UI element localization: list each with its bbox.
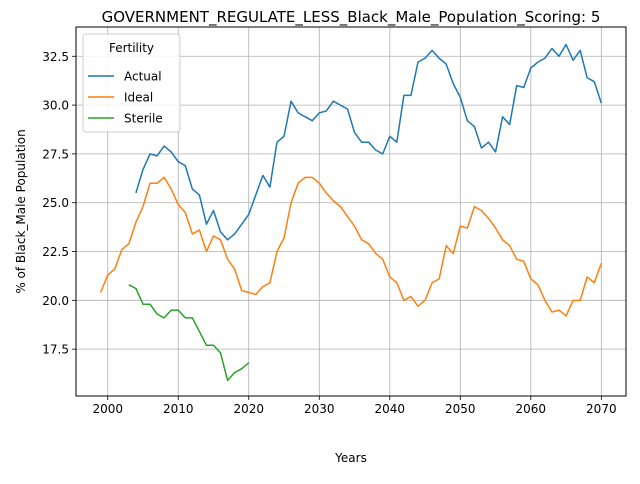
- axis-ticks: 2000 2010 2020 2030 2040 2050 2060 2070 17.5 20.0…: [42, 50, 616, 416]
- y-tick-label: 30.0: [42, 99, 69, 113]
- legend-entries: Actual Ideal Sterile: [88, 70, 163, 126]
- series-line-ideal: [99, 176, 603, 317]
- chart-title: GOVERNMENT_REGULATE_LESS_Black_Male_Popu…: [102, 8, 601, 27]
- y-tick-label: 17.5: [42, 343, 69, 357]
- legend-title: Fertility: [109, 41, 154, 55]
- legend-label-sterile: Sterile: [124, 112, 163, 126]
- x-tick-label: 2010: [163, 402, 194, 416]
- grid: [76, 27, 626, 396]
- y-tick-label: 27.5: [42, 147, 69, 161]
- legend: Fertility Actual Ideal Sterile: [82, 33, 181, 133]
- x-tick-label: 2050: [445, 402, 476, 416]
- plot-frame: [75, 26, 627, 397]
- y-tick-label: 22.5: [42, 245, 69, 259]
- series-lines: [99, 43, 603, 382]
- y-tick-label: 32.5: [42, 50, 69, 64]
- y-axis-label: % of Black_Male Population: [14, 129, 28, 293]
- legend-box: [82, 33, 181, 133]
- x-tick-label: 2030: [304, 402, 335, 416]
- series-line-sterile: [128, 284, 250, 382]
- y-tick-label: 20.0: [42, 294, 69, 308]
- x-tick-label: 2070: [586, 402, 617, 416]
- x-tick-label: 2020: [233, 402, 264, 416]
- series-line-actual: [135, 43, 603, 241]
- legend-label-actual: Actual: [124, 70, 162, 84]
- x-tick-label: 2000: [92, 402, 123, 416]
- legend-label-ideal: Ideal: [124, 91, 153, 105]
- y-tick-label: 25.0: [42, 196, 69, 210]
- x-tick-label: 2060: [516, 402, 547, 416]
- x-axis-label: Years: [334, 451, 367, 465]
- x-tick-label: 2040: [375, 402, 406, 416]
